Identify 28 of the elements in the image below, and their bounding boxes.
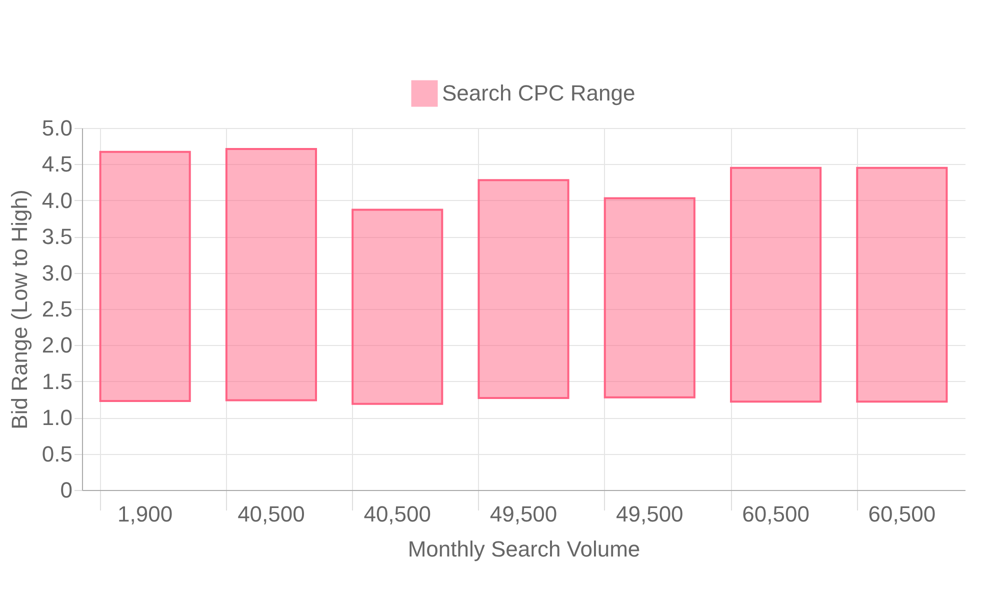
bar: [99, 150, 191, 402]
bar: [352, 208, 444, 405]
x-tick-label: 40,500: [364, 502, 432, 526]
y-tick-label: 4.5: [42, 152, 72, 177]
legend-label: Search CPC Range: [442, 80, 636, 106]
y-tick-label: 3.5: [42, 224, 72, 250]
y-tick-label: 0.5: [42, 441, 72, 466]
bar: [856, 166, 948, 403]
x-tick-label: 60,500: [742, 502, 810, 526]
x-tick-label: 1,900: [118, 502, 173, 526]
bar: [730, 166, 822, 403]
y-tick-label: 1.5: [42, 368, 72, 394]
bar: [478, 179, 570, 400]
y-tick-label: 3.0: [42, 260, 72, 286]
x-tick-label: 49,500: [490, 502, 558, 526]
y-tick-label: 2.0: [42, 332, 72, 358]
x-axis-title: Monthly Search Volume: [408, 536, 640, 562]
y-tick-label: 1.0: [42, 405, 72, 430]
x-tick-label: 49,500: [616, 502, 684, 526]
bar: [604, 197, 696, 398]
x-tick-label: 60,500: [868, 502, 936, 526]
x-tick-label: 40,500: [238, 502, 305, 526]
y-tick-label: 2.5: [42, 296, 72, 322]
y-tick-label: 0: [60, 478, 72, 502]
y-tick-label: 5.0: [42, 116, 72, 140]
bar: [225, 148, 317, 402]
y-tick-label: 4.0: [42, 188, 72, 213]
y-axis-title: Bid Range (Low to High): [6, 190, 32, 430]
